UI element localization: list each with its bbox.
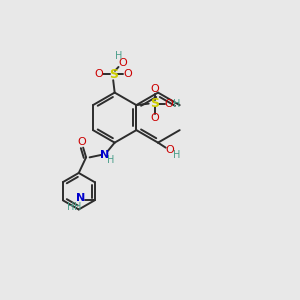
Text: H: H bbox=[67, 202, 75, 212]
Text: S: S bbox=[109, 68, 118, 81]
Text: H: H bbox=[74, 202, 82, 212]
Text: O: O bbox=[150, 113, 159, 123]
Text: H: H bbox=[173, 150, 180, 160]
Text: N: N bbox=[100, 150, 109, 160]
Text: O: O bbox=[118, 58, 127, 68]
Text: O: O bbox=[165, 99, 173, 109]
Text: O: O bbox=[94, 69, 103, 79]
Text: O: O bbox=[165, 145, 174, 155]
Text: S: S bbox=[150, 97, 159, 110]
Text: N: N bbox=[76, 193, 85, 203]
Text: H: H bbox=[115, 51, 122, 61]
Text: O: O bbox=[150, 84, 159, 94]
Text: O: O bbox=[78, 137, 86, 147]
Text: H: H bbox=[173, 99, 180, 109]
Text: O: O bbox=[123, 69, 132, 79]
Text: H: H bbox=[107, 155, 115, 165]
